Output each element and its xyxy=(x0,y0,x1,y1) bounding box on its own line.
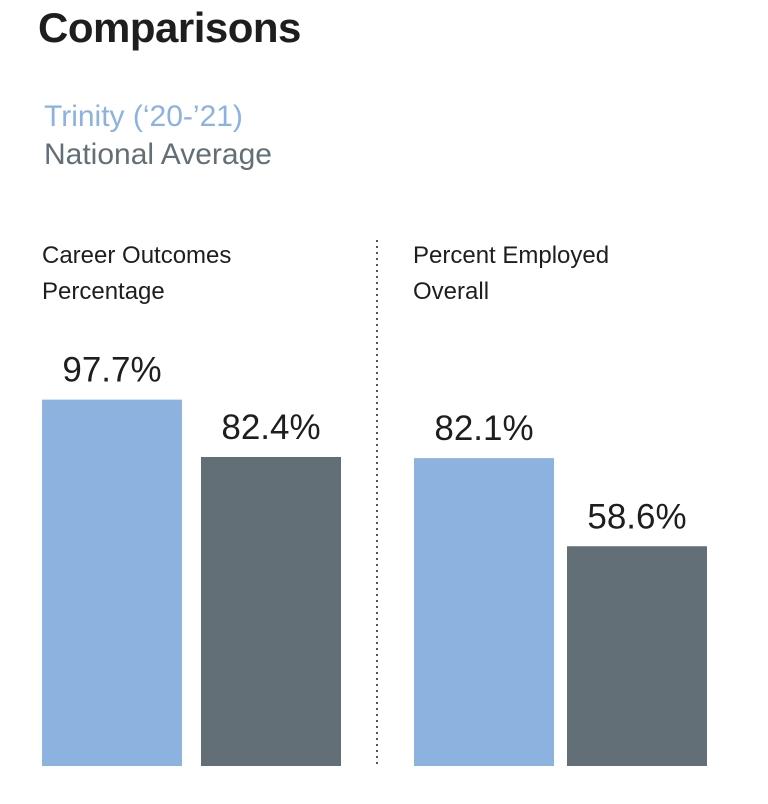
data-label-national-1: 58.6% xyxy=(587,497,686,536)
legend: Trinity (‘20-’21) National Average xyxy=(44,98,272,174)
data-label-national-0: 82.4% xyxy=(221,408,320,447)
data-label-trinity-1: 82.1% xyxy=(434,409,533,448)
bar-trinity-1 xyxy=(414,458,554,766)
page-title: Comparisons xyxy=(38,4,301,51)
bar-trinity-0 xyxy=(42,399,182,766)
category-label-percent-employed: Percent Employed Overall xyxy=(413,242,610,305)
category-label-career-outcomes: Career Outcomes Percentage xyxy=(42,242,232,305)
bar-national-1 xyxy=(567,546,707,766)
data-label-trinity-0: 97.7% xyxy=(62,351,161,390)
legend-item-national-average: National Average xyxy=(44,138,272,171)
legend-item-trinity: Trinity (‘20-’21) xyxy=(44,100,243,133)
bar-national-0 xyxy=(201,457,341,766)
